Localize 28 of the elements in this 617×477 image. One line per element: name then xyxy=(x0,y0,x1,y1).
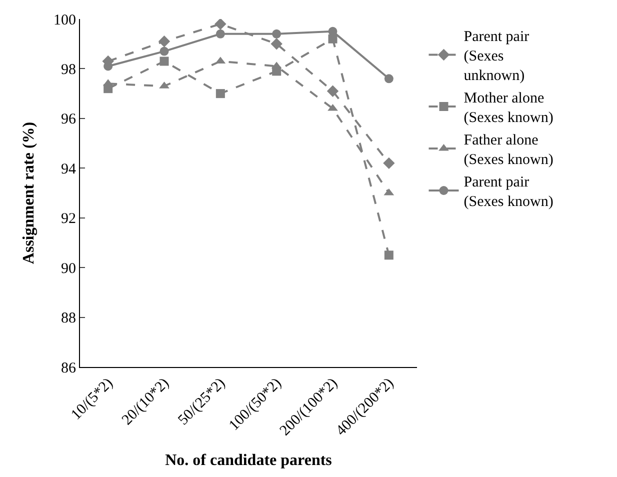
y-tick-label: 100 xyxy=(54,12,76,28)
point xyxy=(216,29,225,38)
y-tick-label: 94 xyxy=(61,161,76,178)
point xyxy=(272,29,282,38)
legend-label: Mother alone (Sexes known) xyxy=(464,90,554,126)
point xyxy=(328,34,338,44)
point xyxy=(158,36,170,48)
legend-label: Father alone (Sexes known) xyxy=(464,132,554,168)
point xyxy=(160,56,169,66)
point xyxy=(328,104,338,111)
x-axis-title: No. of candidate parents xyxy=(165,452,332,469)
y-tick-label: 96 xyxy=(61,112,76,128)
legend-label: Parent pair (Sexes unknown) xyxy=(464,29,530,84)
point xyxy=(383,157,395,170)
legend-label: Parent pair (Sexes known) xyxy=(464,174,554,210)
y-tick-label: 98 xyxy=(61,62,76,78)
y-tick-label: 86 xyxy=(61,360,76,376)
point xyxy=(384,250,394,260)
point xyxy=(384,74,394,84)
point xyxy=(326,85,339,97)
y-tick-label: 88 xyxy=(61,310,76,327)
point xyxy=(160,46,169,56)
point xyxy=(214,19,226,30)
point xyxy=(216,89,225,98)
y-tick-label: 92 xyxy=(61,211,76,228)
point xyxy=(270,38,282,50)
y-tick-label: 90 xyxy=(61,260,76,277)
y-axis-title: Assignment rate (%) xyxy=(20,122,38,264)
